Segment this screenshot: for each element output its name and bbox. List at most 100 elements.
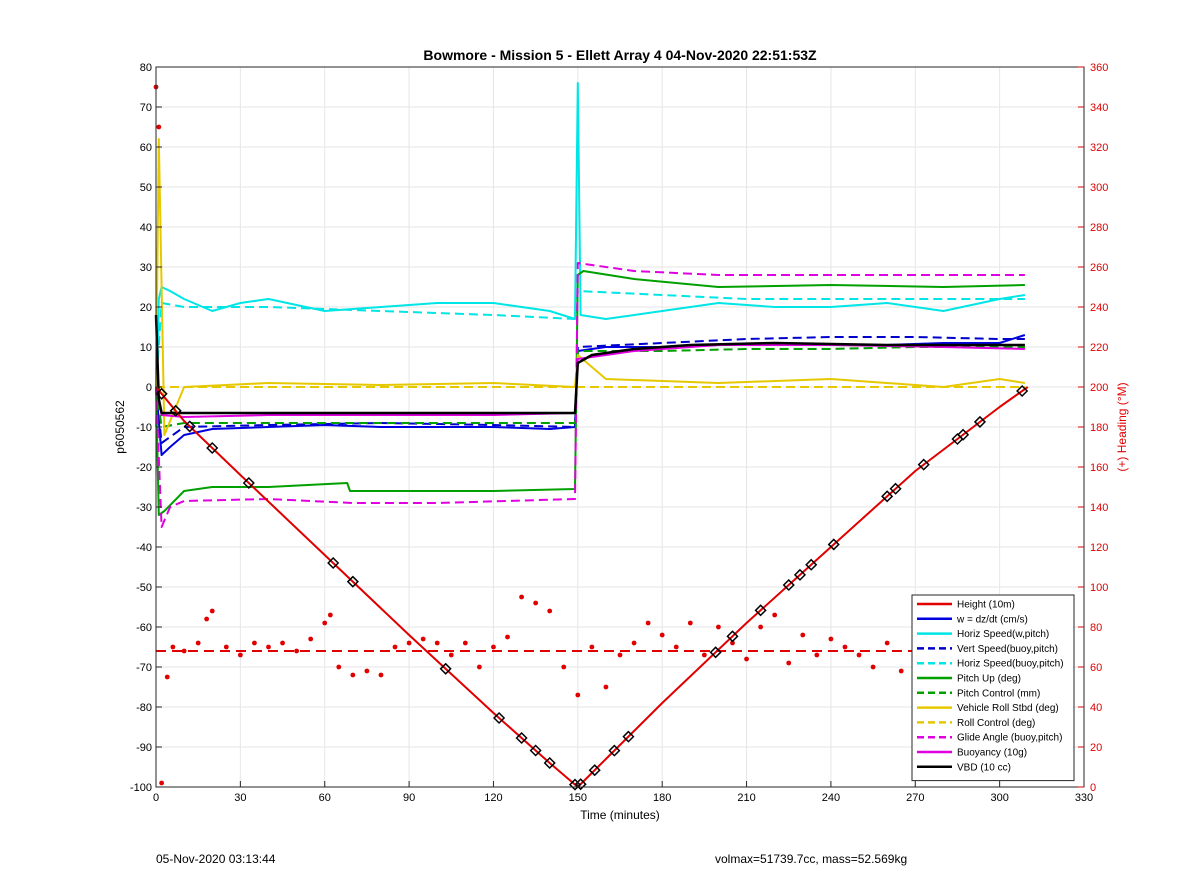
dive-marker <box>622 730 635 743</box>
heading-point <box>673 644 679 650</box>
dive-marker <box>726 630 739 643</box>
heading-point <box>645 620 651 626</box>
heading-point <box>350 672 356 678</box>
y2-tick-label: 260 <box>1090 262 1108 274</box>
heading-point <box>266 644 271 650</box>
heading-point <box>378 672 384 678</box>
heading-point <box>716 624 721 630</box>
heading-point <box>294 648 300 654</box>
heading-point <box>547 608 553 614</box>
heading-point <box>327 612 333 618</box>
series-line <box>155 82 1026 428</box>
heading-point <box>701 652 707 658</box>
series-line <box>155 138 1026 436</box>
heading-point <box>406 640 412 646</box>
y-tick-label: 0 <box>146 382 152 394</box>
heading-point <box>476 664 482 670</box>
dive-marker <box>889 482 902 495</box>
heading-point <box>434 640 440 646</box>
footer-volmax-mass: volmax=51739.7cc, mass=52.569kg <box>715 852 908 866</box>
x-tick-label: 30 <box>234 792 246 804</box>
y-tick-label: -50 <box>136 582 152 594</box>
legend: Height (10m) w = dz/dt (cm/s) Horiz Speed(… <box>911 594 1075 782</box>
heading-point <box>204 616 210 622</box>
dive-marker <box>439 662 452 675</box>
x-tick-label: 300 <box>990 792 1008 804</box>
series-line <box>155 262 1025 528</box>
dive-marker <box>608 744 621 757</box>
heading-point <box>491 644 496 650</box>
y2-tick-label: 160 <box>1090 462 1108 474</box>
heading-point <box>462 640 468 646</box>
heading-point <box>170 644 176 650</box>
legend-entry: VBD (10 cc) <box>957 762 1011 773</box>
dive-marker <box>529 744 542 757</box>
chart-title: Bowmore - Mission 5 - Ellett Array 4 04-… <box>423 47 817 63</box>
y-tick-label: 60 <box>140 142 152 154</box>
heading-point <box>322 620 328 626</box>
heading-point <box>156 124 162 130</box>
x-tick-label: 180 <box>653 792 671 804</box>
heading-point <box>603 684 609 690</box>
y2-tick-label: 80 <box>1090 622 1102 634</box>
y2-tick-label: 320 <box>1090 142 1108 154</box>
y2-tick-label: 340 <box>1090 102 1108 114</box>
series-line <box>155 270 1025 516</box>
y2-tick-label: 300 <box>1090 182 1108 194</box>
dive-marker <box>782 578 795 592</box>
y-tick-label: -90 <box>136 742 152 754</box>
y2-tick-label: 60 <box>1090 662 1102 674</box>
dive-marker <box>543 756 556 770</box>
heading-point <box>687 620 693 626</box>
heading-point <box>164 674 170 680</box>
heading-point <box>159 780 165 786</box>
legend-entry: Horiz Speed(buoy,pitch) <box>957 659 1064 670</box>
y2-tick-label: 40 <box>1090 702 1102 714</box>
heading-point <box>631 640 637 646</box>
footer-timestamp: 05-Nov-2020 03:13:44 <box>156 852 276 866</box>
heading-point <box>223 644 229 650</box>
x-tick-label: 210 <box>737 792 755 804</box>
heading-point <box>448 652 454 658</box>
y-tick-label: 10 <box>140 342 152 354</box>
y2-axis-label: (+) Heading (°M) <box>1115 382 1129 471</box>
dive-marker <box>493 711 506 725</box>
y2-tick-label: 180 <box>1090 422 1108 434</box>
legend-entry: Glide Angle (buoy,pitch) <box>957 733 1062 744</box>
legend-entry: Vert Speed(buoy,pitch) <box>957 644 1058 655</box>
heading-point <box>420 636 426 642</box>
heading-point <box>195 640 201 646</box>
dive-marker <box>805 558 818 571</box>
y-tick-label: -30 <box>136 502 152 514</box>
heading-point <box>561 664 567 670</box>
y2-tick-label: 200 <box>1090 382 1108 394</box>
series-line <box>154 314 1025 415</box>
plot-series <box>153 82 1029 791</box>
heading-point <box>575 692 581 698</box>
heading-point <box>336 664 342 670</box>
y-tick-label: -40 <box>136 542 152 554</box>
y-tick-label: 30 <box>140 262 152 274</box>
dive-marker <box>1016 384 1029 398</box>
y2-tick-label: 280 <box>1090 222 1108 234</box>
heading-point <box>884 640 890 646</box>
dive-marker <box>206 441 219 455</box>
dive-marker <box>515 731 528 745</box>
heading-point <box>505 634 510 640</box>
y-tick-label: -70 <box>136 662 152 674</box>
dive-marker <box>183 420 196 433</box>
dive-marker <box>346 575 359 588</box>
y-tick-label: 20 <box>140 302 152 314</box>
dive-marker <box>881 490 894 503</box>
heading-point <box>730 640 735 646</box>
dive-marker <box>588 764 601 777</box>
heading-point <box>828 636 834 642</box>
legend-entry: Vehicle Roll Stbd (deg) <box>957 703 1059 714</box>
heading-point <box>252 640 257 646</box>
heading-point <box>659 632 665 638</box>
dive-marker <box>242 476 255 490</box>
heading-point <box>744 656 749 662</box>
heading-point <box>800 632 806 638</box>
heading-point <box>856 652 862 658</box>
x-tick-label: 60 <box>319 792 331 804</box>
